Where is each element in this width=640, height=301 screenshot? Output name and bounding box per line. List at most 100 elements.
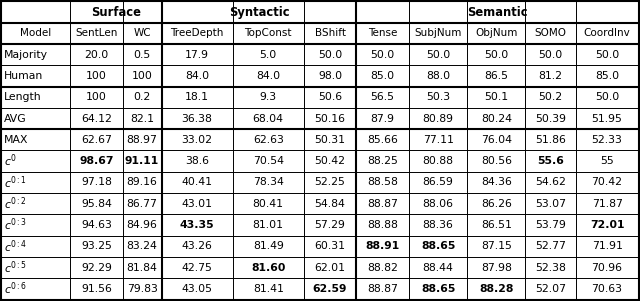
Text: 88.06: 88.06 bbox=[422, 199, 454, 209]
Text: 54.84: 54.84 bbox=[315, 199, 346, 209]
Text: Length: Length bbox=[4, 92, 42, 102]
Text: $c^{0:3}$: $c^{0:3}$ bbox=[4, 217, 27, 233]
Text: 0.2: 0.2 bbox=[134, 92, 151, 102]
Text: 50.0: 50.0 bbox=[595, 50, 619, 60]
Text: 92.29: 92.29 bbox=[81, 263, 112, 273]
Text: 71.91: 71.91 bbox=[591, 241, 623, 251]
Text: 88.58: 88.58 bbox=[367, 177, 398, 188]
Text: 86.51: 86.51 bbox=[481, 220, 512, 230]
Text: 83.24: 83.24 bbox=[127, 241, 157, 251]
Text: 50.1: 50.1 bbox=[484, 92, 508, 102]
Text: 5.0: 5.0 bbox=[260, 50, 277, 60]
Text: 51.95: 51.95 bbox=[591, 113, 623, 123]
Text: 91.56: 91.56 bbox=[81, 284, 112, 294]
Text: 50.6: 50.6 bbox=[318, 92, 342, 102]
Text: 50.2: 50.2 bbox=[538, 92, 563, 102]
Text: 77.11: 77.11 bbox=[422, 135, 454, 145]
Text: 50.0: 50.0 bbox=[538, 50, 563, 60]
Text: 87.15: 87.15 bbox=[481, 241, 512, 251]
Text: 68.04: 68.04 bbox=[253, 113, 284, 123]
Text: $c^{0:5}$: $c^{0:5}$ bbox=[4, 259, 27, 276]
Text: 98.67: 98.67 bbox=[79, 156, 114, 166]
Text: 80.89: 80.89 bbox=[422, 113, 454, 123]
Text: 81.41: 81.41 bbox=[253, 284, 284, 294]
Text: $c^{0:6}$: $c^{0:6}$ bbox=[4, 281, 27, 297]
Text: 52.25: 52.25 bbox=[315, 177, 346, 188]
Text: 50.31: 50.31 bbox=[315, 135, 346, 145]
Text: BShift: BShift bbox=[315, 28, 346, 38]
Text: 88.36: 88.36 bbox=[422, 220, 454, 230]
Text: 72.01: 72.01 bbox=[590, 220, 625, 230]
Text: 88.97: 88.97 bbox=[127, 135, 157, 145]
Text: 56.5: 56.5 bbox=[371, 92, 395, 102]
Text: Semantic: Semantic bbox=[467, 5, 528, 19]
Text: 88.88: 88.88 bbox=[367, 220, 398, 230]
Text: Tense: Tense bbox=[368, 28, 397, 38]
Text: 62.63: 62.63 bbox=[253, 135, 284, 145]
Text: 84.0: 84.0 bbox=[185, 71, 209, 81]
Text: 84.36: 84.36 bbox=[481, 177, 512, 188]
Text: TopConst: TopConst bbox=[244, 28, 292, 38]
Text: 70.54: 70.54 bbox=[253, 156, 284, 166]
Text: 84.96: 84.96 bbox=[127, 220, 157, 230]
Text: 98.0: 98.0 bbox=[318, 71, 342, 81]
Text: 86.77: 86.77 bbox=[127, 199, 157, 209]
Text: TreeDepth: TreeDepth bbox=[170, 28, 224, 38]
Text: 50.3: 50.3 bbox=[426, 92, 450, 102]
Text: $c^{0:1}$: $c^{0:1}$ bbox=[4, 174, 27, 191]
Text: 88.44: 88.44 bbox=[422, 263, 454, 273]
Text: 50.42: 50.42 bbox=[315, 156, 346, 166]
Text: 38.6: 38.6 bbox=[185, 156, 209, 166]
Text: AVG: AVG bbox=[4, 113, 27, 123]
Text: 95.84: 95.84 bbox=[81, 199, 112, 209]
Text: 50.0: 50.0 bbox=[371, 50, 395, 60]
Text: 91.11: 91.11 bbox=[125, 156, 159, 166]
Text: 97.18: 97.18 bbox=[81, 177, 112, 188]
Text: 40.41: 40.41 bbox=[182, 177, 212, 188]
Text: 55: 55 bbox=[600, 156, 614, 166]
Text: 57.29: 57.29 bbox=[315, 220, 346, 230]
Text: SOMO: SOMO bbox=[534, 28, 566, 38]
Text: 81.84: 81.84 bbox=[127, 263, 157, 273]
Text: CoordInv: CoordInv bbox=[584, 28, 630, 38]
Text: 70.96: 70.96 bbox=[591, 263, 623, 273]
Text: 55.6: 55.6 bbox=[537, 156, 564, 166]
Text: MAX: MAX bbox=[4, 135, 28, 145]
Text: 50.0: 50.0 bbox=[426, 50, 450, 60]
Text: 52.07: 52.07 bbox=[535, 284, 566, 294]
Text: 85.0: 85.0 bbox=[371, 71, 395, 81]
Text: Syntactic: Syntactic bbox=[228, 5, 289, 19]
Text: 81.49: 81.49 bbox=[253, 241, 284, 251]
Text: 100: 100 bbox=[86, 71, 107, 81]
Text: 50.16: 50.16 bbox=[315, 113, 346, 123]
Text: $c^0$: $c^0$ bbox=[4, 153, 17, 169]
Text: 86.59: 86.59 bbox=[422, 177, 454, 188]
Text: 81.01: 81.01 bbox=[253, 220, 284, 230]
Text: 81.60: 81.60 bbox=[251, 263, 285, 273]
Text: 80.56: 80.56 bbox=[481, 156, 512, 166]
Text: 85.0: 85.0 bbox=[595, 71, 619, 81]
Text: 43.01: 43.01 bbox=[182, 199, 212, 209]
Text: 53.07: 53.07 bbox=[535, 199, 566, 209]
Text: 76.04: 76.04 bbox=[481, 135, 512, 145]
Text: 87.98: 87.98 bbox=[481, 263, 512, 273]
Text: 50.0: 50.0 bbox=[484, 50, 508, 60]
Text: Human: Human bbox=[4, 71, 43, 81]
Text: 86.26: 86.26 bbox=[481, 199, 512, 209]
Text: 80.88: 80.88 bbox=[422, 156, 454, 166]
Text: 43.05: 43.05 bbox=[182, 284, 212, 294]
Text: 50.0: 50.0 bbox=[318, 50, 342, 60]
Text: 9.3: 9.3 bbox=[260, 92, 277, 102]
Text: 78.34: 78.34 bbox=[253, 177, 284, 188]
Text: Majority: Majority bbox=[4, 50, 48, 60]
Text: $c^{0:2}$: $c^{0:2}$ bbox=[4, 195, 27, 212]
Text: 70.42: 70.42 bbox=[591, 177, 623, 188]
Text: 33.02: 33.02 bbox=[182, 135, 212, 145]
Text: 53.79: 53.79 bbox=[535, 220, 566, 230]
Text: 86.5: 86.5 bbox=[484, 71, 508, 81]
Text: 51.86: 51.86 bbox=[535, 135, 566, 145]
Text: 88.87: 88.87 bbox=[367, 284, 398, 294]
Text: 62.67: 62.67 bbox=[81, 135, 112, 145]
Text: 80.24: 80.24 bbox=[481, 113, 512, 123]
Text: 88.91: 88.91 bbox=[365, 241, 400, 251]
